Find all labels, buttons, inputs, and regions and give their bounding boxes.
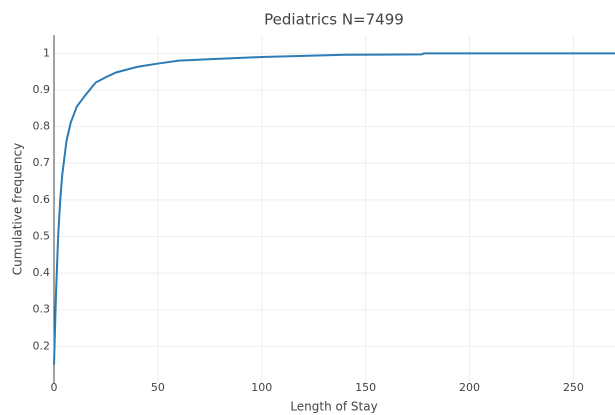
chart-title: Pediatrics N=7499 (264, 11, 404, 29)
x-tick-label: 100 (251, 381, 272, 394)
x-tick-label: 0 (51, 381, 58, 394)
y-tick-label: 0.8 (33, 120, 51, 133)
x-tick-label: 50 (151, 381, 165, 394)
x-tick-label: 200 (459, 381, 480, 394)
y-tick-label: 0.7 (33, 156, 51, 169)
y-tick-label: 0.2 (33, 339, 51, 352)
y-tick-label: 0.9 (33, 83, 51, 96)
x-axis-title: Length of Stay (290, 400, 377, 414)
y-tick-label: 0.5 (33, 229, 51, 242)
y-axis-title: Cumulative frequency (11, 143, 25, 276)
y-tick-label: 0.6 (33, 193, 51, 206)
data-line (53, 52, 615, 365)
y-tick-label: 0.4 (33, 266, 51, 279)
y-tick-label: 0.3 (33, 303, 51, 316)
x-tick-label: 250 (563, 381, 584, 394)
y-tick-label: 1 (43, 46, 50, 59)
x-tick-label: 150 (355, 381, 376, 394)
